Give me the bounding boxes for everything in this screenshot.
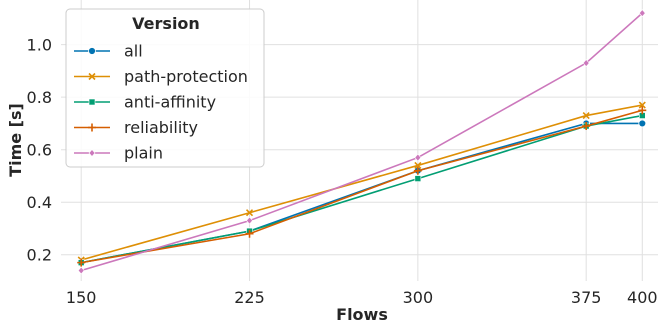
data-point <box>77 258 86 267</box>
legend-item-anti-affinity: anti-affinity <box>74 93 216 112</box>
y-tick-label: 1.0 <box>27 36 52 55</box>
y-tick-label: 0.6 <box>27 141 52 160</box>
legend-label: path-protection <box>124 67 248 86</box>
legend-box <box>65 8 265 168</box>
data-point <box>582 111 590 120</box>
legend-item-plain: plain <box>74 144 163 163</box>
legend-title: Version <box>132 14 200 33</box>
legend-label: plain <box>124 144 163 163</box>
data-point <box>246 216 253 225</box>
y-axis-label: Time [s] <box>6 103 25 177</box>
legend: Version all path-protection anti-affinity r… <box>65 8 265 168</box>
x-tick-label: 150 <box>66 288 97 307</box>
legend-marker <box>88 123 96 132</box>
legend-marker <box>88 149 96 157</box>
series-plain <box>77 9 646 275</box>
data-point <box>638 106 647 115</box>
x-tick-label: 225 <box>234 288 265 307</box>
data-point <box>414 161 422 170</box>
data-point <box>582 59 590 67</box>
x-tick-label: 300 <box>403 288 434 307</box>
y-tick-label: 0.2 <box>27 246 52 265</box>
y-tick-label: 0.8 <box>27 88 52 107</box>
data-point <box>245 229 254 238</box>
x-tick-label: 400 <box>627 288 658 307</box>
data-point <box>414 175 422 182</box>
data-point <box>245 209 254 217</box>
y-tick-label: 0.4 <box>27 193 52 212</box>
series-layer <box>77 9 647 275</box>
data-point <box>638 9 646 18</box>
legend-marker <box>88 98 96 106</box>
legend-marker <box>88 72 96 81</box>
legend-marker <box>88 47 96 55</box>
data-point <box>582 122 591 131</box>
data-point <box>413 166 422 175</box>
legend-label: anti-affinity <box>124 93 216 112</box>
legend-item-reliability: reliability <box>74 118 198 137</box>
legend-item-path-protection: path-protection <box>74 67 248 86</box>
legend-label: all <box>124 42 143 61</box>
x-axis-label: Flows <box>336 305 388 324</box>
tick-labels: 150 225 300 375 400 0.2 0.4 0.6 0.8 1.0 <box>27 36 658 307</box>
legend-item-all: all <box>74 42 143 61</box>
data-point <box>638 119 647 128</box>
data-point <box>638 101 646 109</box>
x-tick-label: 375 <box>571 288 602 307</box>
series-reliability <box>77 106 647 267</box>
legend-label: reliability <box>124 118 198 137</box>
data-point <box>77 266 85 275</box>
data-point <box>414 153 422 162</box>
